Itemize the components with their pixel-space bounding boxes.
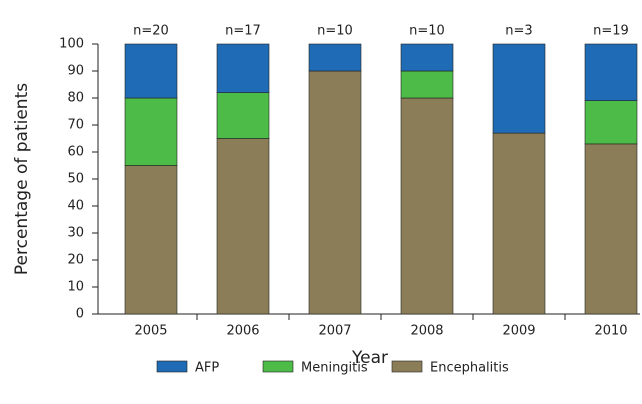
bar-segment bbox=[216, 43, 270, 93]
y-tick-label: 100 bbox=[59, 37, 84, 52]
bar-segment bbox=[400, 43, 454, 72]
annotation: n=10 bbox=[317, 24, 353, 39]
legend-label: Encephalitis bbox=[430, 361, 509, 376]
x-tick-label: 2005 bbox=[134, 324, 167, 339]
bar-segment bbox=[584, 43, 638, 102]
x-tick-label: 2010 bbox=[594, 324, 627, 339]
y-tick-label: 30 bbox=[67, 226, 84, 241]
bar-segment bbox=[492, 132, 546, 315]
legend-swatch bbox=[391, 360, 423, 373]
legend-label: Meningitis bbox=[301, 361, 368, 376]
legend-swatch bbox=[262, 360, 294, 373]
y-tick-label: 80 bbox=[67, 91, 84, 106]
bar-segment bbox=[400, 97, 454, 315]
legend-swatch bbox=[156, 360, 188, 373]
annotation: n=10 bbox=[409, 24, 445, 39]
bar-segment bbox=[124, 97, 178, 166]
y-tick-label: 70 bbox=[67, 118, 84, 133]
bar-segment bbox=[584, 100, 638, 145]
y-tick-label: 0 bbox=[76, 307, 84, 322]
x-tick-label: 2009 bbox=[502, 324, 535, 339]
x-axis-label: Year bbox=[351, 348, 388, 368]
annotation: n=20 bbox=[133, 24, 169, 39]
y-tick-label: 10 bbox=[67, 280, 84, 295]
x-tick-label: 2007 bbox=[318, 324, 351, 339]
y-tick-label: 50 bbox=[67, 172, 84, 187]
annotation: n=19 bbox=[593, 24, 629, 39]
y-tick-label: 60 bbox=[67, 145, 84, 160]
legend-label: AFP bbox=[195, 361, 219, 376]
bar-segment bbox=[124, 165, 178, 315]
bar-segment bbox=[216, 138, 270, 315]
bar-segment bbox=[308, 43, 362, 72]
bar-segment bbox=[492, 43, 546, 134]
bar-segment bbox=[584, 143, 638, 315]
bar-segment bbox=[216, 92, 270, 139]
x-tick-label: 2006 bbox=[226, 324, 259, 339]
y-tick-label: 90 bbox=[67, 64, 84, 79]
y-tick-label: 40 bbox=[67, 199, 84, 214]
bar-segment bbox=[400, 70, 454, 99]
y-tick-label: 20 bbox=[67, 253, 84, 268]
bar-segment bbox=[308, 70, 362, 315]
x-tick-label: 2008 bbox=[410, 324, 443, 339]
y-axis-label: Percentage of patients bbox=[12, 83, 32, 275]
annotation: n=3 bbox=[505, 24, 532, 39]
bar-segment bbox=[124, 43, 178, 99]
annotation: n=17 bbox=[225, 24, 261, 39]
